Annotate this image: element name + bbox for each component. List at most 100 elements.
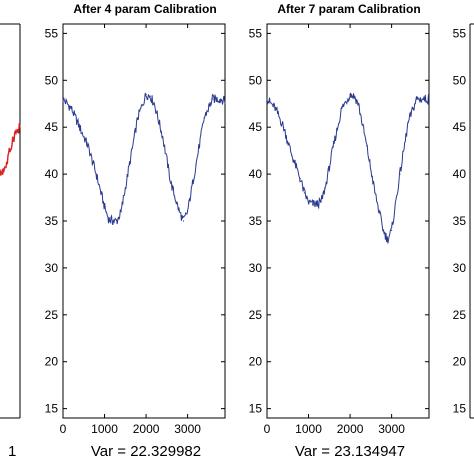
data-point (341, 107, 343, 110)
y-tick-label: 15 (45, 402, 59, 416)
y-tick-label: 50 (45, 73, 59, 87)
data-point (95, 173, 97, 175)
data-point (103, 206, 106, 208)
data-point (324, 187, 326, 189)
x-tick-label: 0 (60, 422, 67, 436)
data-point (299, 178, 301, 180)
data-point (62, 98, 64, 100)
data-point (116, 220, 118, 222)
plot-area (266, 23, 430, 419)
data-point (274, 107, 276, 110)
y-tick-label: 50 (249, 73, 263, 87)
data-point (182, 220, 185, 222)
data-point (224, 100, 226, 102)
y-tick-label: 45 (453, 120, 467, 134)
data-series (266, 92, 430, 244)
y-tick-label: 55 (249, 26, 263, 40)
y-tick-label: 50 (453, 73, 467, 87)
data-point (187, 211, 189, 213)
y-tick-label: 20 (45, 355, 59, 369)
data-point (87, 145, 89, 147)
x-tick-label: 1000 (295, 422, 322, 436)
data-point (162, 135, 164, 138)
y-tick-label: 35 (249, 214, 263, 228)
data-point (170, 182, 172, 185)
data-point (108, 218, 110, 220)
data-point (145, 93, 147, 95)
x-axis-ticks: 0 1000 2000 3000 (60, 24, 201, 436)
plot-area (62, 23, 226, 419)
data-point (307, 201, 310, 203)
data-point (153, 103, 155, 105)
data-point (137, 117, 139, 119)
data-point (320, 201, 322, 203)
data-point (303, 192, 305, 194)
x-tick-label: 3000 (174, 422, 201, 436)
data-point (70, 107, 72, 110)
data-point (149, 95, 151, 97)
data-point (195, 164, 197, 166)
y-tick-label: 40 (45, 167, 59, 181)
series-line (0, 123, 21, 176)
panel-7-param: After 7 param Calibration 15 20 25 30 35 40 45… (249, 2, 430, 460)
data-point (332, 145, 335, 147)
left-panel-var-fragment: 1 (8, 443, 16, 460)
right-partial-panel: 15 20 25 30 35 40 45 50 55 (453, 23, 474, 419)
y-tick-label: 15 (453, 402, 467, 416)
x-axis-ticks: 0 1000 2000 3000 (264, 24, 405, 436)
data-point (79, 126, 81, 128)
data-point (424, 98, 426, 100)
x-tick-label: 2000 (133, 422, 160, 436)
data-point (316, 203, 318, 205)
data-point (178, 211, 180, 213)
data-point (120, 211, 122, 213)
right-panel-y-ticks: 15 20 25 30 35 40 45 50 55 (453, 26, 467, 415)
panel-title: After 7 param Calibration (277, 2, 420, 16)
data-point (353, 95, 355, 97)
data-point (112, 220, 114, 222)
y-tick-label: 20 (249, 355, 263, 369)
left-panel-series (0, 123, 21, 176)
y-tick-label: 30 (45, 261, 59, 275)
data-point (349, 93, 351, 95)
x-tick-label: 1000 (91, 422, 118, 436)
y-tick-label: 55 (45, 26, 59, 40)
y-axis-ticks: 15 20 25 30 35 40 45 50 55 (249, 26, 429, 416)
variance-label: Var = 23.134947 (295, 443, 405, 460)
data-point (211, 98, 214, 100)
data-point (357, 103, 359, 105)
y-tick-label: 40 (453, 167, 467, 181)
x-tick-label: 2000 (337, 422, 364, 436)
y-tick-label: 15 (249, 402, 263, 416)
y-tick-label: 20 (453, 355, 467, 369)
data-point (391, 229, 393, 231)
y-tick-label: 30 (453, 261, 467, 275)
data-point (283, 126, 285, 128)
data-point (382, 229, 384, 231)
panel-4-param: After 4 param Calibration 15 20 25 30 35 40 45… (45, 2, 226, 460)
y-tick-label: 45 (45, 120, 59, 134)
x-tick-label: 3000 (378, 422, 405, 436)
y-tick-label: 45 (249, 120, 263, 134)
y-tick-label: 40 (249, 167, 263, 181)
y-tick-label: 25 (249, 308, 263, 322)
data-point (128, 164, 131, 166)
y-tick-label: 25 (453, 308, 467, 322)
data-point (312, 203, 314, 205)
data-point (366, 145, 368, 147)
data-point (386, 239, 389, 241)
y-tick-label: 25 (45, 308, 59, 322)
data-point (203, 117, 205, 119)
variance-label: Var = 22.329982 (91, 443, 201, 460)
y-tick-label: 35 (45, 214, 59, 228)
data-point (428, 98, 430, 100)
x-tick-label: 0 (264, 422, 271, 436)
data-point (220, 98, 222, 100)
y-tick-label: 35 (453, 214, 467, 228)
data-point (407, 121, 409, 124)
data-point (399, 173, 401, 175)
left-partial-panel: 1 (0, 23, 21, 460)
series-line (62, 92, 226, 226)
panel-title: After 4 param Calibration (73, 2, 216, 16)
